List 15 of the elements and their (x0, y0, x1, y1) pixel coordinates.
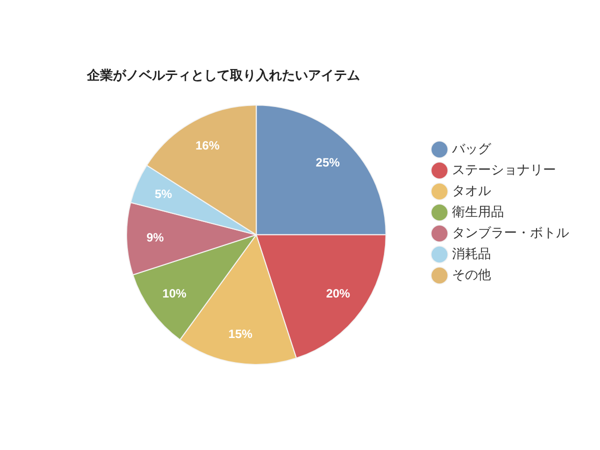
data-label: 10% (162, 286, 187, 301)
legend-label: タオル (452, 183, 491, 198)
data-label: 15% (228, 327, 253, 342)
legend-label: バッグ (451, 141, 492, 156)
legend-label: 衛生用品 (452, 204, 504, 220)
chart-title: 企業がノベルティとして取り入れたいアイテム (86, 67, 360, 82)
legend-label: 消耗品 (452, 246, 491, 262)
data-label: 25% (316, 156, 340, 170)
legend-label: ステーショナリー (452, 162, 556, 178)
data-label: 9% (146, 230, 164, 244)
legend-label: その他 (452, 267, 491, 282)
data-label: 16% (195, 138, 220, 152)
data-label: 20% (326, 286, 350, 301)
legend-label: タンブラー・ボトル (452, 225, 569, 240)
data-label: 5% (154, 186, 172, 201)
